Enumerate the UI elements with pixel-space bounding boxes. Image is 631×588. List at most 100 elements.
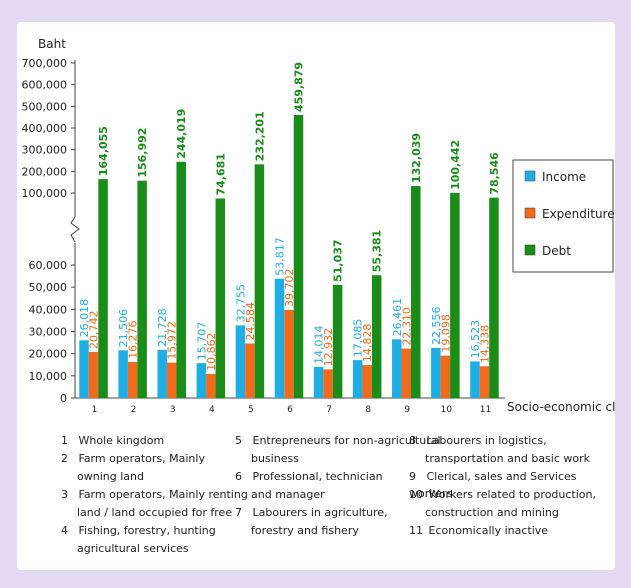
data-label-debt: 156,992 — [136, 128, 149, 178]
data-label-debt: 132,039 — [410, 133, 423, 183]
note-6-cont: and manager — [251, 488, 325, 501]
note-6: 6 Professional, technician — [235, 470, 383, 483]
data-label-debt: 244,019 — [175, 109, 188, 159]
data-label-debt: 232,201 — [253, 111, 266, 161]
data-label-expenditure: 20,742 — [88, 311, 101, 350]
data-label-income: 21,506 — [117, 309, 130, 348]
data-label-debt: 164,055 — [97, 126, 110, 176]
y-tick-label: 700,000 — [22, 57, 68, 70]
data-label-debt: 51,037 — [332, 239, 345, 281]
bar-debt-3 — [176, 161, 186, 398]
data-label-debt: 459,879 — [293, 62, 306, 112]
note-10-cont: construction and mining — [425, 506, 559, 519]
chart-panel: Baht Socio-economic class 0 10,000 20,000 30,… — [17, 22, 615, 570]
bar-expenditure-11 — [479, 366, 490, 398]
data-label-expenditure: 19,098 — [439, 314, 452, 353]
x-axis-title: Socio-economic class — [507, 400, 615, 414]
x-tick-label: 4 — [209, 405, 215, 415]
note-2: 2 Farm operators, Mainly — [61, 452, 205, 465]
bar-debt-6 — [293, 115, 304, 398]
x-tick-label: 5 — [248, 405, 254, 415]
bar-expenditure-8 — [362, 365, 372, 398]
data-label-income: 16,523 — [469, 320, 482, 359]
bar-expenditure-9 — [401, 348, 412, 398]
bar-expenditure-4 — [206, 373, 216, 398]
bar-debt-9 — [411, 186, 421, 398]
data-label-income: 15,707 — [195, 322, 208, 361]
bar-expenditure-3 — [166, 362, 177, 398]
data-label-income: 17,085 — [352, 319, 365, 358]
x-tick-label: 8 — [365, 405, 371, 415]
note-4-cont: agricultural services — [77, 542, 189, 555]
bar-income-10 — [431, 348, 441, 398]
x-tick-label: 3 — [170, 405, 176, 415]
bar-income-4 — [196, 363, 207, 398]
bar-debt-2 — [137, 180, 147, 398]
note-2-cont: owning land — [77, 470, 144, 483]
y-tick-label: 40,000 — [29, 303, 68, 316]
bar-expenditure-5 — [245, 343, 255, 398]
x-tick-label: 11 — [480, 405, 491, 415]
y-tick-label: 100,000 — [22, 187, 68, 200]
x-tick-label: 9 — [404, 405, 410, 415]
y-tick-label: 60,000 — [29, 259, 68, 272]
note-11: 11 Economically inactive — [409, 524, 549, 537]
y-tick-label: 400,000 — [22, 122, 68, 135]
note-4: 4 Fishing, forestry, hunting — [61, 524, 216, 537]
note-1: 1 Whole kingdom — [61, 434, 165, 447]
legend-swatch-debt — [524, 244, 536, 256]
bar-expenditure-2 — [127, 361, 138, 398]
x-tick-label: 2 — [131, 405, 137, 415]
data-label-income: 32,755 — [234, 284, 247, 323]
y-tick-label: 0 — [60, 392, 67, 405]
chart-svg: Baht Socio-economic class 0 10,000 20,000 30,… — [22, 37, 616, 415]
data-label-debt: 100,442 — [449, 140, 462, 190]
data-label-debt: 78,546 — [488, 152, 501, 195]
bar-debt-4 — [215, 198, 226, 398]
data-label-expenditure: 22,310 — [400, 307, 413, 346]
bar-income-11 — [470, 361, 480, 398]
y-axis-title: Baht — [38, 37, 66, 51]
note-10: 10 Workers related to production, — [409, 488, 596, 501]
data-label-debt: 55,381 — [371, 230, 384, 272]
legend-label-expenditure: Expenditure — [542, 207, 615, 221]
bar-income-9 — [392, 339, 402, 398]
data-label-income: 21,728 — [156, 308, 169, 347]
legend-swatch-expenditure — [524, 207, 536, 219]
data-label-income: 22,556 — [430, 307, 443, 346]
y-tick-label: 30,000 — [29, 326, 68, 339]
bar-income-6 — [274, 278, 285, 398]
bar-debt-8 — [371, 275, 382, 398]
y-tick-label: 600,000 — [22, 79, 68, 92]
data-label-debt: 74,681 — [214, 153, 227, 195]
bar-expenditure-7 — [323, 369, 333, 398]
bar-income-7 — [313, 366, 324, 398]
y-tick-label: 20,000 — [29, 348, 68, 361]
note-9: 9 Clerical, sales and Services workers — [409, 470, 577, 500]
data-label-income: 26,461 — [391, 298, 404, 337]
legend-swatch-income — [524, 170, 536, 182]
data-label-expenditure: 16,276 — [127, 320, 140, 359]
data-label-expenditure: 24,584 — [244, 302, 257, 341]
bar-debt-1 — [98, 179, 108, 398]
data-label-expenditure: 12,932 — [322, 328, 335, 367]
y-tick-label: 50,000 — [29, 281, 68, 294]
note-5-cont: business — [251, 452, 299, 465]
legend-label-debt: Debt — [542, 244, 571, 258]
y-tick-label: 200,000 — [22, 165, 68, 178]
note-3: 3 Farm operators, Mainly renting — [61, 488, 248, 501]
data-label-expenditure: 10,862 — [205, 332, 218, 371]
note-5: 5 Entrepreneurs for non-agricultural — [235, 434, 441, 447]
y-tick-label: 500,000 — [22, 100, 68, 113]
note-3-cont: land / land occupied for free — [77, 506, 233, 519]
y-tick-label: 300,000 — [22, 144, 68, 157]
bar-income-5 — [235, 325, 246, 398]
note-8-cont: transportation and basic work — [425, 452, 590, 465]
legend-label-income: Income — [542, 170, 586, 184]
bar-debt-5 — [254, 164, 265, 398]
bar-debt-10 — [450, 192, 460, 398]
data-label-income: 53,817 — [274, 237, 287, 275]
data-label-income: 26,018 — [78, 299, 91, 338]
data-label-income: 14,014 — [313, 325, 326, 364]
